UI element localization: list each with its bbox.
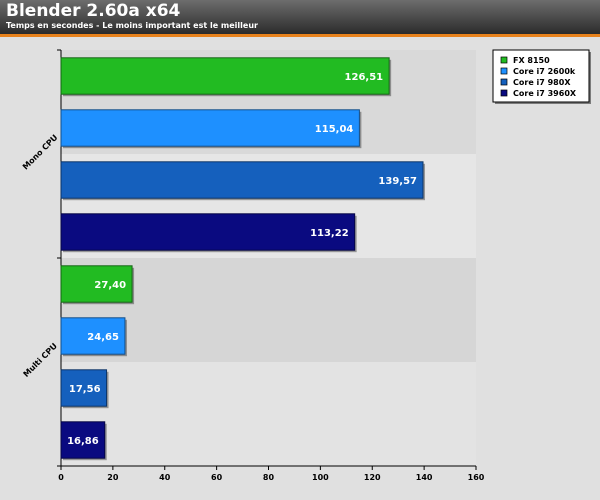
- bar-value-label: 16,86: [67, 436, 99, 447]
- legend-swatch: [500, 67, 508, 75]
- legend-entry: Core i7 2600k: [513, 67, 576, 76]
- bar: [60, 317, 126, 355]
- bar: [60, 57, 390, 95]
- header-accent-line: [0, 34, 600, 37]
- x-tick-label: 100: [312, 473, 329, 482]
- bar: [60, 369, 108, 407]
- bar-value-label: 17,56: [69, 384, 101, 395]
- x-tick-label: 0: [58, 473, 64, 482]
- legend-entry: Core i7 3960X: [513, 89, 577, 98]
- plot-band: [61, 362, 476, 466]
- bar-value-label: 24,65: [87, 332, 119, 343]
- bar-value-label: 27,40: [94, 280, 126, 291]
- x-tick-label: 120: [364, 473, 381, 482]
- legend-swatch: [500, 78, 508, 86]
- bar: [60, 265, 133, 303]
- bar-value-label: 113,22: [310, 228, 349, 239]
- legend-box: [492, 49, 590, 103]
- bar-value-label: 126,51: [345, 72, 384, 83]
- bar-value-label: 115,04: [315, 124, 354, 135]
- chart-subtitle: Temps en secondes - Le moins important e…: [6, 21, 258, 30]
- x-tick-label: 20: [107, 473, 119, 482]
- bar: [60, 213, 356, 251]
- x-tick-label: 160: [468, 473, 485, 482]
- chart-header: Blender 2.60a x64 Temps en secondes - Le…: [0, 0, 600, 34]
- legend-entry: FX 8150: [513, 56, 550, 65]
- chart-title: Blender 2.60a x64: [6, 1, 181, 21]
- x-tick-label: 140: [416, 473, 433, 482]
- legend-swatch: [500, 56, 508, 64]
- bar: [60, 161, 424, 199]
- x-tick-label: 60: [211, 473, 223, 482]
- bar-value-label: 139,57: [378, 176, 417, 187]
- x-tick-label: 40: [159, 473, 171, 482]
- bar: [60, 109, 360, 147]
- category-label: Mono CPU: [21, 133, 60, 172]
- legend-swatch: [500, 89, 508, 97]
- category-label: Multi CPU: [21, 341, 58, 378]
- legend-entry: Core i7 980X: [513, 78, 571, 87]
- bar: [60, 421, 106, 459]
- x-tick-label: 80: [263, 473, 275, 482]
